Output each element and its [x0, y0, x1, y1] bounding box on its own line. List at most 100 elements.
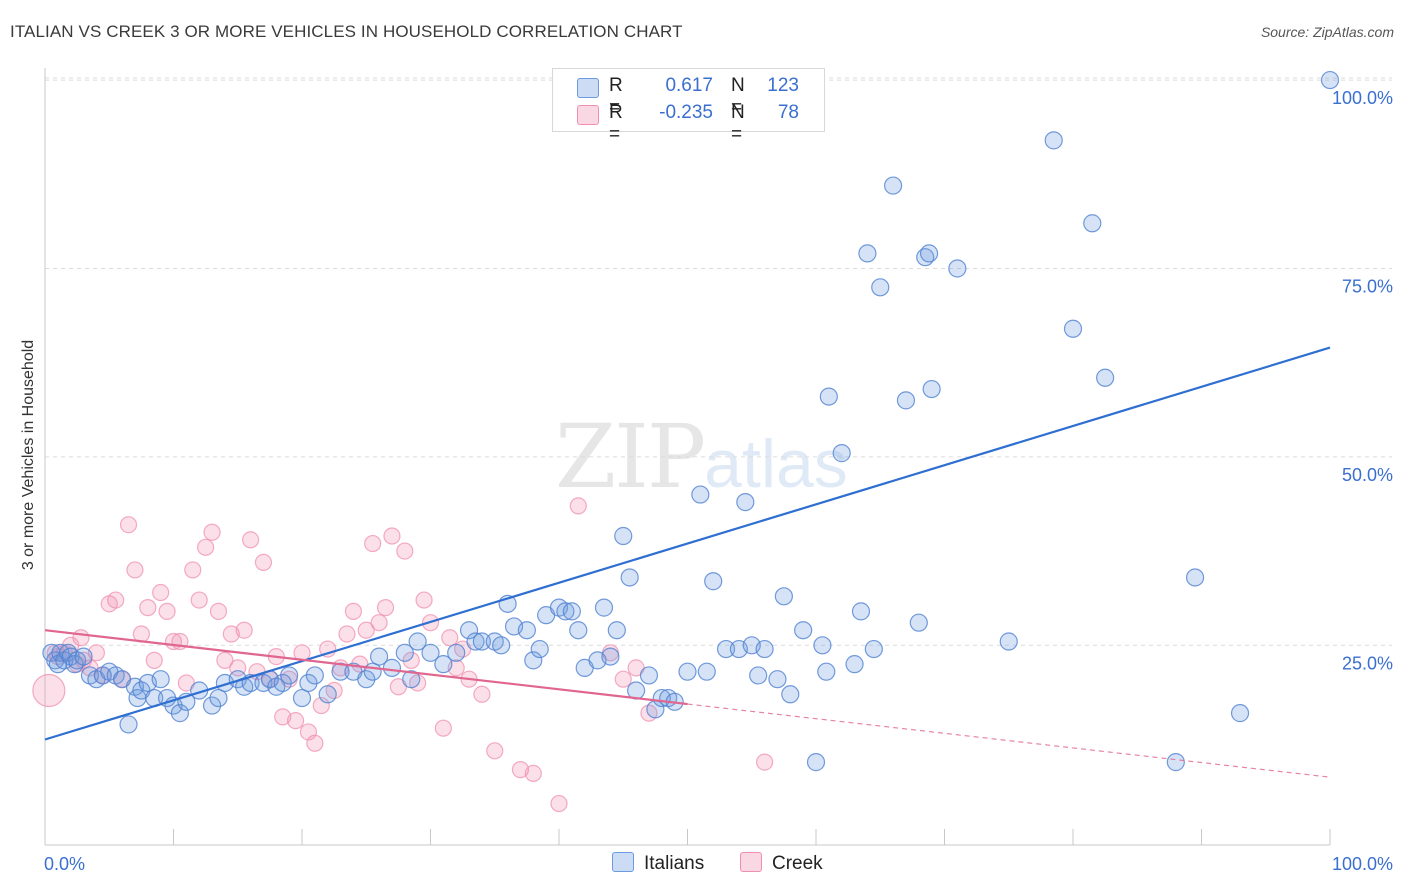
- creek-point: [107, 591, 125, 609]
- legend-item-creek[interactable]: Creek: [740, 852, 823, 875]
- italians-point: [517, 621, 536, 640]
- italians-point: [1185, 568, 1205, 587]
- creek-point: [145, 651, 163, 669]
- creek-point: [209, 602, 228, 620]
- italians-point: [408, 632, 427, 651]
- x-tick-label-left: 0.0%: [44, 854, 85, 874]
- y-tick-label: 100.0%: [1332, 88, 1393, 108]
- italians-point: [1096, 368, 1115, 387]
- y-tick-label: 50.0%: [1342, 465, 1393, 485]
- creek-point: [524, 764, 542, 783]
- italians-point: [363, 662, 382, 681]
- creek-point: [383, 527, 401, 545]
- italians-point: [594, 598, 614, 617]
- creek-point: [235, 621, 253, 639]
- creek-point: [158, 602, 176, 620]
- italians-point: [806, 753, 826, 772]
- creek-swatch-icon: [577, 105, 599, 125]
- italians-point: [919, 244, 939, 263]
- italians-point: [871, 278, 890, 297]
- italians-point: [209, 688, 228, 708]
- italians-point: [813, 636, 832, 655]
- legend-n-value: 78: [777, 102, 799, 123]
- italians-point: [794, 621, 813, 640]
- creek-point: [222, 625, 240, 643]
- italians-point: [382, 658, 402, 677]
- italians-point: [472, 632, 491, 651]
- creek-point: [415, 591, 433, 609]
- italians-point: [119, 715, 138, 734]
- italians-point: [370, 647, 389, 666]
- italians-point: [1063, 319, 1083, 338]
- italians-point: [530, 639, 549, 659]
- creek-point: [72, 629, 90, 647]
- creek-point: [344, 602, 362, 620]
- legend-r-value: -0.235: [659, 102, 713, 123]
- italians-point: [883, 176, 903, 195]
- italians-swatch-icon: [577, 78, 599, 98]
- trend-lines: [44, 346, 1331, 778]
- italians-point: [716, 639, 736, 659]
- italians-point: [819, 387, 838, 406]
- correlation-legend: R = 0.617 N = 123 R = -0.235 N = 78: [552, 68, 825, 145]
- italians-point: [781, 685, 800, 704]
- italians-point: [832, 444, 851, 463]
- creek-point: [152, 583, 170, 602]
- creek-legend-icon: [740, 852, 762, 872]
- creek-point: [614, 670, 632, 688]
- creek-point: [569, 497, 587, 515]
- italians-point: [273, 673, 292, 693]
- italians-point: [292, 688, 312, 708]
- italians-point: [620, 568, 639, 587]
- italians-point: [755, 639, 774, 659]
- italians-point: [402, 670, 421, 689]
- italians-point: [1083, 214, 1102, 233]
- y-tick-label: 25.0%: [1342, 653, 1393, 673]
- italians-point: [697, 662, 716, 681]
- italians-point: [492, 636, 511, 655]
- italians-legend-icon: [612, 852, 634, 872]
- italians-point: [999, 632, 1018, 651]
- italians-point: [922, 379, 941, 399]
- creek-point: [126, 561, 144, 579]
- creek-point: [441, 629, 459, 647]
- legend-n-label: N =: [731, 102, 745, 145]
- creek-trend-line: [44, 629, 688, 706]
- legend-item-italians[interactable]: Italians: [612, 852, 704, 875]
- italians-point: [434, 655, 453, 674]
- creek-point: [274, 708, 292, 726]
- italians-point: [639, 666, 659, 685]
- italians-point: [1230, 704, 1250, 723]
- italians-point: [1320, 70, 1340, 90]
- legend-r-value: 0.617: [665, 75, 713, 96]
- italians-point: [318, 685, 337, 704]
- italians-point: [614, 526, 633, 546]
- legend-n-value: 123: [767, 75, 799, 96]
- creek-point: [338, 625, 356, 643]
- creek-point: [364, 534, 382, 553]
- creek-point: [357, 621, 375, 639]
- italians-point: [157, 688, 177, 708]
- italians-point: [280, 666, 299, 685]
- creek-point: [286, 712, 305, 730]
- italians-point: [1044, 131, 1063, 150]
- italians-point: [524, 651, 543, 670]
- creek-point: [312, 696, 330, 715]
- creek-point: [242, 531, 260, 549]
- italians-point: [678, 662, 697, 681]
- creek-point: [197, 538, 215, 556]
- italians-point: [704, 572, 723, 591]
- chart-title: ITALIAN VS CREEK 3 OR MORE VEHICLES IN H…: [10, 22, 683, 41]
- italians-point: [948, 259, 967, 278]
- creek-point: [203, 523, 221, 541]
- italians-point: [607, 621, 626, 640]
- italians-point: [569, 621, 588, 640]
- italians-point: [170, 704, 190, 723]
- italians-point: [601, 647, 620, 666]
- x-tick-label-right: 100.0%: [1332, 854, 1393, 874]
- watermark: ZIPatlas: [555, 405, 848, 508]
- creek-point: [473, 685, 491, 703]
- italians-legend-label: Italians: [644, 853, 705, 874]
- italians-point: [858, 244, 877, 263]
- italians-point: [851, 602, 871, 621]
